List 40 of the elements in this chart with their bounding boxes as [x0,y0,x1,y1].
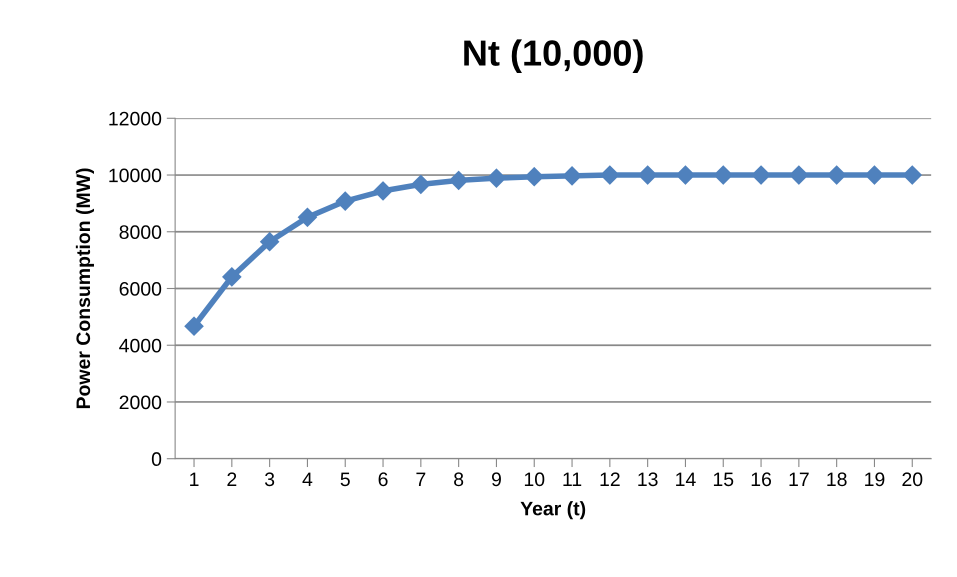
point [486,168,506,188]
x-tick-label: 13 [638,472,658,486]
x-tick-label: 15 [714,472,734,486]
x-tick-label: 1 [190,472,198,486]
x-tick-label: 19 [865,472,884,486]
x-tick-label: 6 [378,472,388,486]
x-tick-label: 18 [827,472,847,486]
y-tick-label: 8000 [120,225,162,239]
x-tick-label: 7 [416,472,426,486]
y-tick-label: 0 [152,452,162,466]
y-tick-label: 12000 [109,112,162,126]
x-tick-label: 8 [454,472,464,486]
x-tick-label: 11 [563,472,582,486]
x-tick-label: 4 [302,472,312,486]
point [449,170,468,190]
x-tick-label: 16 [752,472,772,486]
y-tick-label: 6000 [120,282,162,296]
point [374,181,393,200]
point [184,316,204,336]
point [298,208,317,227]
y-axis-title: Power Consumption (MW) [76,168,94,408]
x-tick-label: 3 [264,472,274,486]
x-axis-title: Year (t) [520,501,586,520]
x-tick-label: 20 [902,472,922,486]
point [411,174,430,194]
x-tick-label: 14 [676,472,696,486]
x-tick-label: 5 [340,472,350,486]
point [336,192,355,211]
x-tick-label: 12 [600,472,620,486]
point [524,167,544,186]
x-tick-label: 10 [524,472,544,486]
y-tick-label: 2000 [120,395,162,410]
point [222,267,242,286]
x-tick-label: 2 [227,472,236,486]
y-tick-label: 4000 [119,338,162,352]
chart-title: Nt (10,000) [464,39,643,73]
x-tick-label: 9 [492,472,501,486]
x-tick-label: 17 [790,472,809,486]
point [260,232,280,252]
y-tick-label: 10000 [109,168,162,182]
